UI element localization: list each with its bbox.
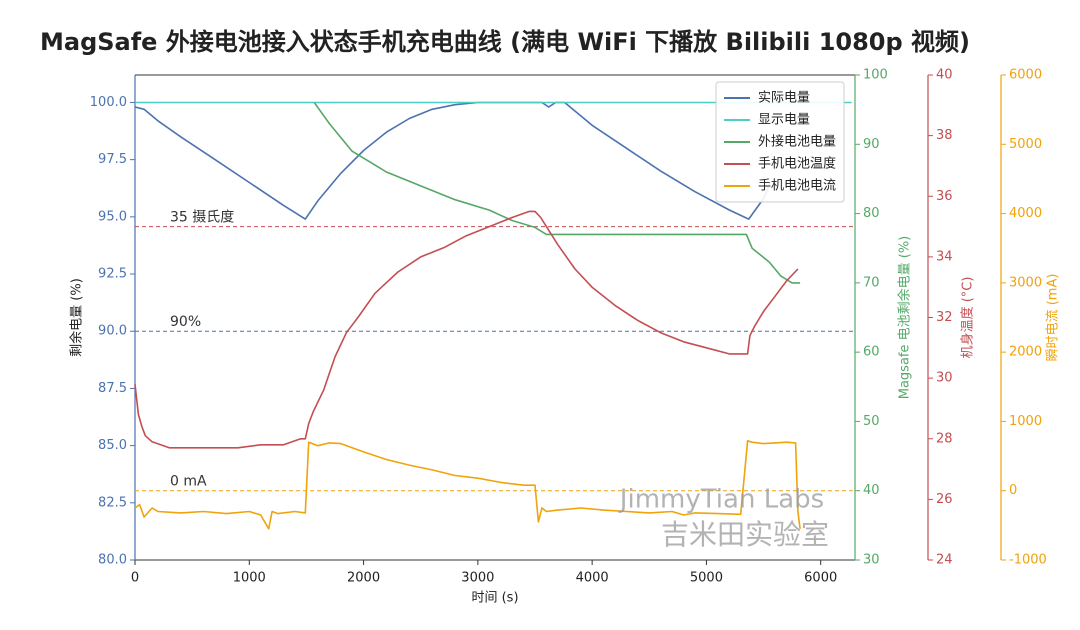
- left-tick-label: 97.5: [98, 152, 127, 167]
- legend-entry: 外接电池电量: [758, 134, 836, 150]
- legend-entry: 实际电量: [758, 91, 810, 106]
- left-tick-label: 85.0: [98, 438, 127, 453]
- x-tick-label: 1000: [233, 571, 266, 586]
- right3-tick-label: 0: [1009, 483, 1017, 498]
- legend-entry: 显示电量: [758, 113, 810, 128]
- left-tick-label: 95.0: [98, 209, 127, 224]
- chart-title: MagSafe 外接电池接入状态手机充电曲线 (满电 WiFi 下播放 Bili…: [40, 28, 970, 56]
- right3-tick-label: 6000: [1009, 68, 1042, 83]
- left-tick-label: 92.5: [98, 267, 127, 282]
- right3-tick-label: 3000: [1009, 275, 1042, 290]
- series-line: [134, 210, 799, 449]
- right1-tick-label: 100: [863, 68, 888, 83]
- right3-tick-label: 2000: [1009, 345, 1042, 360]
- watermark-line: JimmyTian Labs: [618, 485, 824, 515]
- legend-entry: 手机电池温度: [758, 156, 836, 172]
- left-axis-label: 剩余电量 (%): [69, 278, 85, 357]
- right2-tick-label: 36: [936, 189, 953, 204]
- right2-axis-label: 机身温度 (°C): [960, 277, 976, 359]
- right2-tick-label: 24: [936, 553, 953, 568]
- right3-axis-label: 瞬时电流 (mA): [1046, 274, 1061, 362]
- x-tick-label: 4000: [576, 571, 609, 586]
- reference-lines: 35 摄氏度 90% 0 mA: [135, 210, 855, 492]
- right2-tick-label: 40: [936, 68, 953, 83]
- right1-tick-label: 80: [863, 206, 880, 221]
- series-line: [134, 101, 772, 220]
- x-tick-label: 5000: [690, 571, 723, 586]
- left-tick-label: 80.0: [98, 553, 127, 568]
- right1-tick-label: 90: [863, 137, 880, 152]
- left-tick-label: 90.0: [98, 324, 127, 339]
- right3-tick-label: 4000: [1009, 206, 1042, 221]
- x-axis-label: 时间 (s): [471, 591, 518, 606]
- right2-tick-label: 38: [936, 128, 953, 143]
- right2-tick-label: 28: [936, 431, 953, 446]
- reference-line-label: 0 mA: [170, 474, 207, 490]
- right1-axis-label: Magsafe 电池剩余电量 (%): [897, 236, 913, 400]
- series-line: [313, 102, 801, 284]
- right2-tick-label: 26: [936, 492, 953, 507]
- reference-line-label: 35 摄氏度: [170, 210, 234, 226]
- series-line: [134, 439, 801, 530]
- right1-tick-label: 30: [863, 553, 880, 568]
- legend-box: [715, 81, 845, 203]
- right3-tick-label: 5000: [1009, 137, 1042, 152]
- reference-line-label: 90%: [170, 314, 201, 330]
- right1-tick-label: 40: [863, 483, 880, 498]
- right3-tick-label: -1000: [1009, 553, 1047, 568]
- left-tick-label: 100.0: [90, 95, 127, 110]
- right1-tick-label: 50: [863, 414, 880, 429]
- left-tick-label: 82.5: [98, 495, 127, 510]
- right1-tick-label: 70: [863, 275, 880, 290]
- right2-tick-label: 34: [936, 249, 953, 264]
- right1-tick-label: 60: [863, 345, 880, 360]
- right2-tick-label: 32: [936, 310, 953, 325]
- x-tick-label: 6000: [804, 571, 837, 586]
- right2-tick-label: 30: [936, 371, 953, 386]
- x-tick-label: 2000: [347, 571, 380, 586]
- left-tick-label: 87.5: [98, 381, 127, 396]
- legend-entry: 手机电池电流: [758, 179, 836, 194]
- x-tick-label: 0: [131, 571, 139, 586]
- series-lines: [134, 101, 852, 530]
- x-tick-label: 3000: [461, 571, 494, 586]
- right3-tick-label: 1000: [1009, 414, 1042, 429]
- watermark-line: 吉米田实验室: [661, 518, 829, 551]
